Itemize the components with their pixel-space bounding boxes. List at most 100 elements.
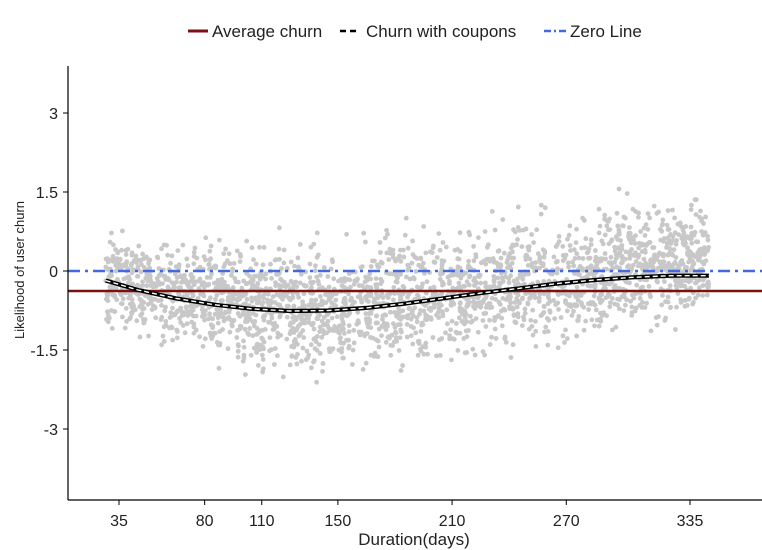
scatter-point — [566, 264, 571, 270]
scatter-point — [231, 261, 237, 266]
scatter-point — [627, 225, 632, 231]
scatter-point — [699, 218, 704, 224]
scatter-point — [489, 295, 495, 301]
scatter-point — [583, 318, 589, 324]
scatter-point — [602, 212, 608, 218]
scatter-point — [484, 244, 490, 250]
scatter-point — [355, 309, 361, 315]
scatter-point — [269, 276, 274, 281]
scatter-point — [486, 301, 492, 306]
scatter-point — [451, 336, 457, 342]
scatter-point — [180, 323, 186, 328]
scatter-point — [123, 252, 129, 257]
scatter-point — [363, 239, 368, 245]
scatter-point — [689, 202, 694, 208]
scatter-point — [172, 285, 177, 290]
scatter-point — [320, 361, 326, 366]
scatter-point — [603, 295, 609, 300]
scatter-point — [396, 348, 402, 353]
scatter-point — [396, 314, 402, 319]
scatter-point — [337, 323, 342, 329]
scatter-point — [412, 305, 418, 311]
scatter-point — [342, 312, 348, 318]
scatter-point — [637, 296, 643, 301]
scatter-point — [604, 223, 610, 229]
scatter-point — [401, 285, 407, 291]
scatter-point — [419, 322, 424, 328]
scatter-point — [627, 253, 633, 258]
scatter-point — [105, 292, 110, 298]
scatter-point — [315, 278, 321, 284]
scatter-point — [685, 245, 690, 251]
scatter-point — [573, 240, 579, 246]
scatter-point — [467, 274, 472, 280]
scatter-point — [492, 326, 498, 332]
scatter-point — [327, 328, 333, 333]
scatter-point — [607, 304, 613, 310]
scatter-point — [272, 300, 278, 305]
scatter-point — [398, 272, 403, 277]
scatter-point — [215, 278, 221, 284]
scatter-point — [169, 325, 175, 331]
scatter-point — [507, 263, 512, 269]
scatter-point — [625, 264, 630, 270]
scatter-point — [430, 335, 436, 340]
scatter-point — [142, 255, 148, 261]
scatter-point — [129, 250, 135, 256]
scatter-point — [209, 336, 215, 341]
scatter-point — [404, 334, 410, 340]
scatter-point — [660, 293, 665, 298]
scatter-point — [689, 240, 695, 246]
scatter-point — [684, 265, 689, 270]
scatter-point — [254, 273, 259, 279]
scatter-point — [471, 258, 477, 264]
scatter-point — [242, 326, 248, 332]
scatter-point — [697, 254, 703, 260]
scatter-point — [650, 259, 655, 265]
scatter-point — [251, 257, 256, 263]
x-tick-label: 35 — [110, 513, 128, 530]
scatter-point — [377, 240, 383, 245]
scatter-point — [452, 247, 458, 253]
scatter-point — [670, 207, 675, 213]
scatter-point — [515, 311, 521, 316]
scatter-point — [415, 292, 420, 298]
scatter-point — [288, 320, 294, 326]
scatter-point — [178, 305, 184, 311]
scatter-point — [647, 240, 653, 245]
scatter-point — [196, 278, 202, 284]
scatter-point — [688, 224, 694, 230]
scatter-point — [121, 276, 127, 282]
scatter-point — [252, 319, 258, 324]
scatter-point — [170, 311, 176, 317]
scatter-point — [207, 311, 212, 317]
scatter-point — [512, 300, 518, 305]
scatter-point — [574, 284, 580, 290]
scatter-point — [400, 363, 405, 368]
scatter-point — [405, 267, 411, 273]
scatter-point — [665, 294, 671, 300]
scatter-point — [513, 320, 519, 326]
scatter-point — [121, 262, 127, 268]
scatter-point — [364, 297, 370, 303]
scatter-point — [600, 241, 606, 247]
scatter-point — [476, 235, 481, 241]
scatter-point — [468, 313, 473, 319]
scatter-point — [351, 340, 357, 346]
scatter-point — [572, 256, 578, 261]
scatter-point — [213, 285, 219, 291]
x-tick-label: 270 — [553, 513, 580, 530]
scatter-point — [117, 263, 123, 268]
scatter-point — [571, 308, 576, 314]
scatter-point — [270, 294, 276, 299]
scatter-point — [342, 331, 347, 336]
scatter-point — [619, 243, 625, 248]
scatter-point — [253, 261, 259, 267]
scatter-point — [620, 223, 625, 229]
scatter-point — [388, 352, 394, 358]
scatter-point — [304, 283, 309, 289]
scatter-point — [214, 292, 220, 298]
scatter-point — [662, 279, 667, 284]
scatter-point — [191, 282, 197, 288]
scatter-point — [527, 256, 533, 262]
